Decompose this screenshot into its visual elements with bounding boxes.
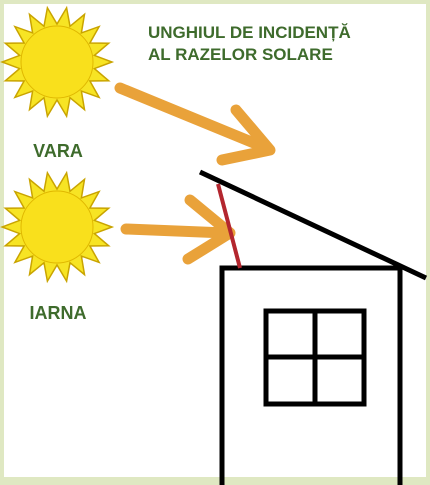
winter-label: IARNA [30, 303, 87, 323]
sun [21, 26, 93, 98]
winter-arrow [126, 229, 226, 233]
diagram: UNGHIUL DE INCIDENȚĂ AL RAZELOR SOLARE V… [0, 0, 430, 485]
summer-label: VARA [33, 141, 83, 161]
title-line: UNGHIUL DE INCIDENȚĂ [148, 23, 351, 42]
sun [21, 191, 93, 263]
title-line: AL RAZELOR SOLARE [148, 45, 333, 64]
